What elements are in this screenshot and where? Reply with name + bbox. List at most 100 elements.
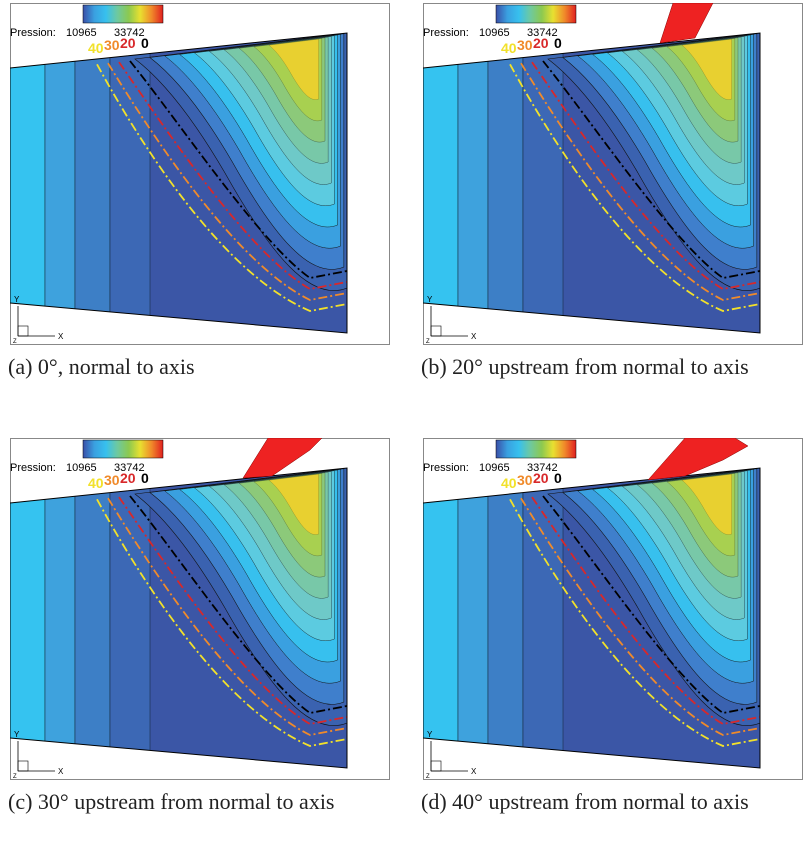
axis-z-label: Z xyxy=(426,774,430,780)
legend-title: Pression: xyxy=(423,462,469,474)
line-label: 30 xyxy=(517,37,533,53)
legend-min: 10965 xyxy=(66,27,97,39)
band xyxy=(74,33,111,333)
band xyxy=(44,468,76,768)
colormap xyxy=(495,439,577,459)
dash-line xyxy=(542,495,761,714)
panel: Pression: 10965 33742 40 30 20 0 Y X Z (b) 20° ups… xyxy=(413,0,805,420)
contour-plot: Pression: 10965 33742 40 30 20 0 Y X Z xyxy=(423,438,803,780)
band xyxy=(10,468,46,768)
domain-outline xyxy=(10,467,348,769)
line-label: 40 xyxy=(501,40,517,56)
axis-z-label: Z xyxy=(426,339,430,345)
domain-outline xyxy=(10,32,348,334)
dash-line xyxy=(96,498,348,747)
band xyxy=(522,33,564,333)
dash-line xyxy=(107,62,348,301)
line-label: 30 xyxy=(104,472,120,488)
legend-title: Pression: xyxy=(10,462,56,474)
line-label: 40 xyxy=(88,40,104,56)
axis-z-label: Z xyxy=(13,339,17,345)
caption: (a) 0°, normal to axis xyxy=(8,354,195,379)
dash-line xyxy=(107,497,348,736)
axis-y-label: Y xyxy=(14,295,20,304)
band xyxy=(487,33,524,333)
legend-title: Pression: xyxy=(10,27,56,39)
panel: Pression: 10965 33742 40 30 20 0 Y X Z (a) 0°, nor… xyxy=(0,0,392,420)
line-label: 40 xyxy=(88,475,104,491)
caption: (c) 30° upstream from normal to axis xyxy=(8,789,335,814)
axis-x-label: X xyxy=(471,767,477,776)
contour xyxy=(268,474,319,535)
band xyxy=(10,33,46,333)
line-label: 30 xyxy=(104,37,120,53)
legend-max: 33742 xyxy=(114,462,145,474)
legend-max: 33742 xyxy=(114,27,145,39)
line-label: 0 xyxy=(141,470,149,486)
axis-x-label: X xyxy=(58,332,64,341)
dash-line xyxy=(129,495,348,714)
legend-min: 10965 xyxy=(479,462,510,474)
legend-max: 33742 xyxy=(527,462,558,474)
dash-line xyxy=(531,496,761,725)
axis-box xyxy=(430,325,442,337)
line-label: 20 xyxy=(120,470,136,486)
line-label: 20 xyxy=(533,470,549,486)
dash-line xyxy=(96,63,348,312)
caption: (d) 40° upstream from normal to axis xyxy=(421,789,749,814)
axis-y-label: Y xyxy=(427,730,433,739)
field xyxy=(423,33,760,333)
line-label: 0 xyxy=(554,470,562,486)
band xyxy=(109,33,151,333)
dash-line xyxy=(509,63,761,312)
dash-line xyxy=(129,60,348,279)
field xyxy=(10,468,347,768)
dash-line xyxy=(520,62,761,301)
band xyxy=(109,468,151,768)
plate xyxy=(659,3,714,44)
contour xyxy=(681,39,732,100)
contour-plot: Pression: 10965 33742 40 30 20 0 Y X Z xyxy=(423,3,803,345)
colormap xyxy=(82,4,164,24)
line-label: 0 xyxy=(554,35,562,51)
band xyxy=(44,33,76,333)
colormap xyxy=(82,439,164,459)
band xyxy=(522,468,564,768)
band xyxy=(457,468,489,768)
panel: Pression: 10965 33742 40 30 20 0 Y X Z (c) 30° ups… xyxy=(0,435,392,855)
contour xyxy=(681,474,732,535)
line-label: 0 xyxy=(141,35,149,51)
line-label: 20 xyxy=(120,35,136,51)
panel: Pression: 10965 33742 40 30 20 0 Y X Z (d) 40° ups… xyxy=(413,435,805,855)
axis-y-label: Y xyxy=(14,730,20,739)
dash-line xyxy=(531,61,761,290)
dash-line xyxy=(542,60,761,279)
plate xyxy=(242,438,323,479)
dash-line xyxy=(520,497,761,736)
line-label: 20 xyxy=(533,35,549,51)
dash-line xyxy=(509,498,761,747)
legend-max: 33742 xyxy=(527,27,558,39)
colormap xyxy=(495,4,577,24)
contour-plot: Pression: 10965 33742 40 30 20 0 Y X Z xyxy=(10,3,390,345)
axis-x-label: X xyxy=(58,767,64,776)
legend-min: 10965 xyxy=(479,27,510,39)
band xyxy=(423,468,459,768)
band xyxy=(423,33,459,333)
band xyxy=(74,468,111,768)
axis-x-label: X xyxy=(471,332,477,341)
axis-box xyxy=(17,760,29,772)
line-label: 30 xyxy=(517,472,533,488)
contour xyxy=(268,39,319,100)
domain-outline xyxy=(423,32,761,334)
caption: (b) 20° upstream from normal to axis xyxy=(421,354,749,379)
domain-outline xyxy=(423,467,761,769)
axis-box xyxy=(17,325,29,337)
legend-min: 10965 xyxy=(66,462,97,474)
plate xyxy=(647,438,749,481)
axis-box xyxy=(430,760,442,772)
field xyxy=(423,468,760,768)
axis-z-label: Z xyxy=(13,774,17,780)
dash-line xyxy=(118,496,348,725)
